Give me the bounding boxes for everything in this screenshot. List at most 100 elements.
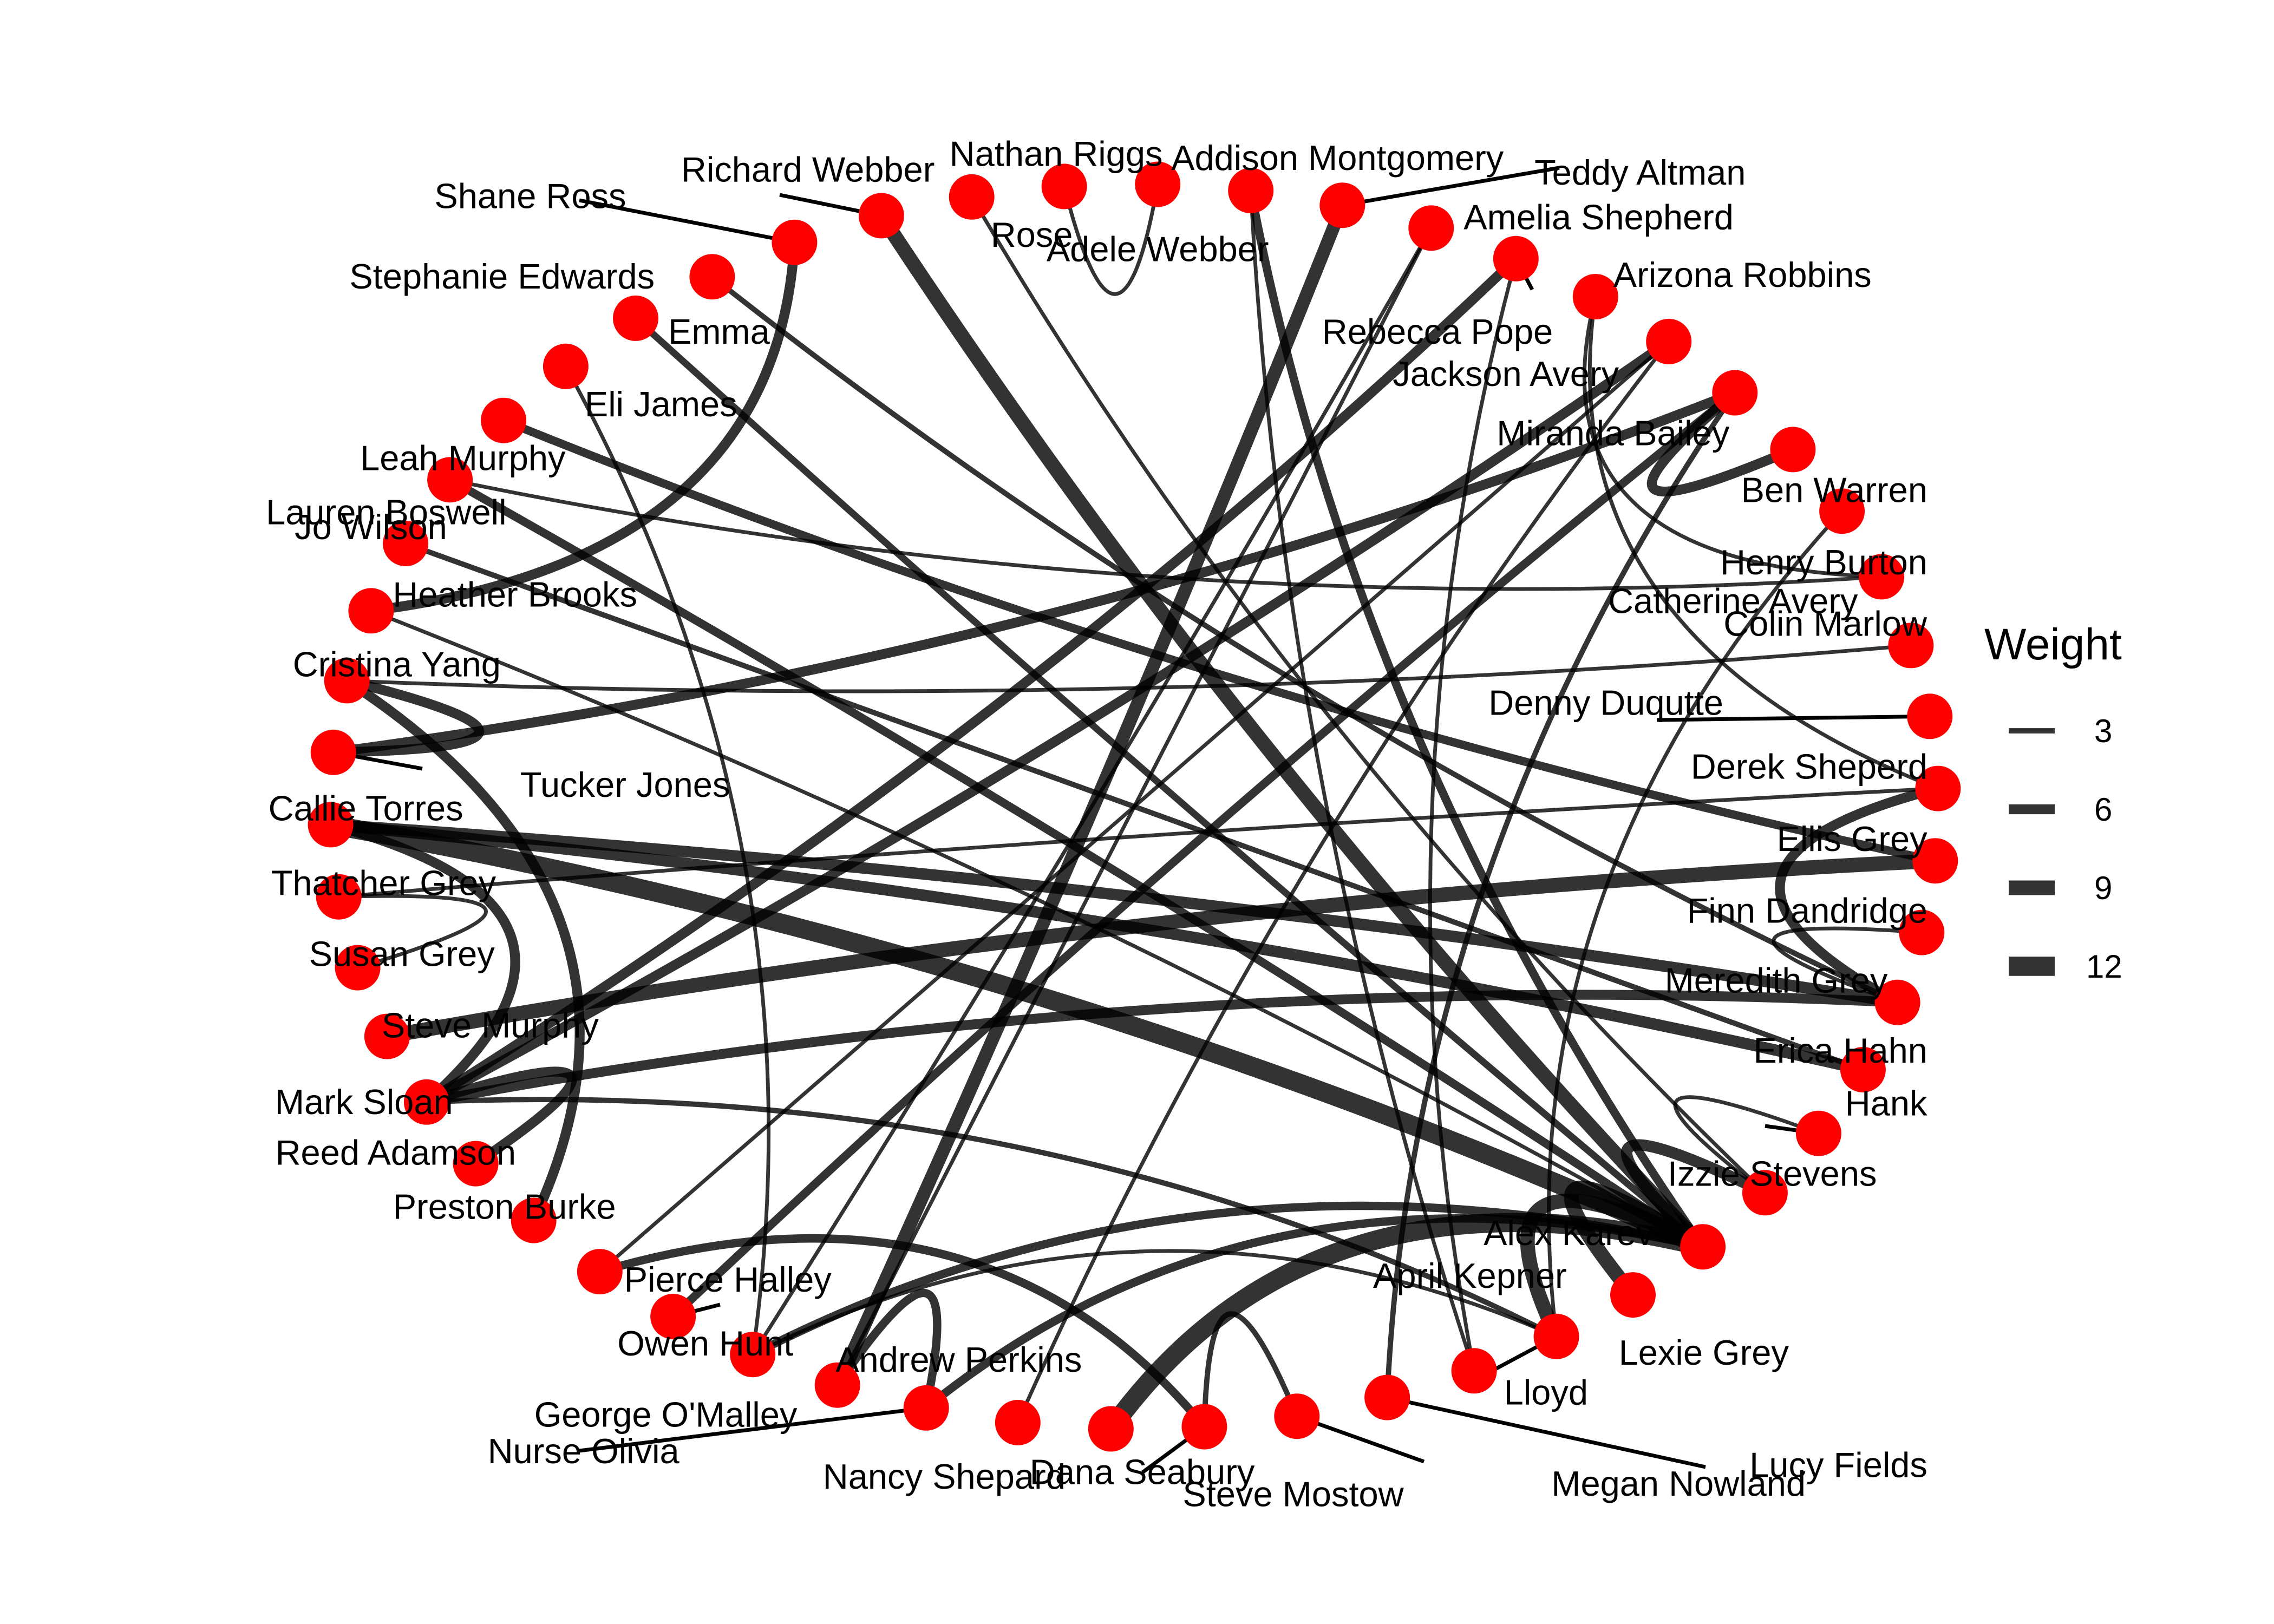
edge-lexie-grey-alex-karev: [1520, 1193, 1710, 1344]
node-label-callie-torres: Callie Torres: [269, 788, 463, 828]
node-jackson-avery[interactable]: [1646, 318, 1692, 364]
edge-rose-izzie-stevens: [970, 195, 1767, 1195]
edge-emma-alex-karev: [632, 315, 1707, 1250]
node-richard-webber[interactable]: [858, 193, 904, 239]
node-label-finn-dandridge: Finn Dandridge: [1687, 891, 1927, 931]
node-ellis-grey[interactable]: [1912, 838, 1958, 884]
node-label-ellis-grey: Ellis Grey: [1777, 819, 1928, 859]
node-nurse-olivia[interactable]: [903, 1385, 949, 1431]
node-george-omalley[interactable]: [814, 1362, 860, 1408]
legend-label-weight-12: 12: [2086, 948, 2122, 985]
edge-rebecca-pope-catherine-avery: [1582, 294, 1884, 579]
edge-arizona-robbins-lloyd: [1428, 257, 1518, 1373]
node-rose[interactable]: [949, 174, 995, 220]
node-erica-hahn[interactable]: [1840, 1047, 1886, 1092]
node-label-meredith-grey: Meredith Grey: [1665, 961, 1888, 1000]
edge-mark-sloan-reed-adamson: [421, 1066, 577, 1169]
label-leader-layer: [333, 166, 1930, 1474]
edge-mark-sloan-lexie-grey: [424, 1097, 1559, 1339]
node-label-pierce-halley: Pierce Halley: [624, 1260, 832, 1299]
node-owen-hunt[interactable]: [730, 1332, 776, 1378]
edge-heather-brooks-alex-karev: [369, 608, 1705, 1249]
node-label-ben-warren: Ben Warren: [1741, 470, 1927, 509]
edge-lucy-fields-miranda-bailey: [1384, 390, 1738, 1400]
node-nancy-shepard[interactable]: [995, 1399, 1041, 1445]
node-catherine-avery[interactable]: [1859, 554, 1905, 600]
node-steve-mostow[interactable]: [1181, 1404, 1227, 1450]
node-label-nurse-olivia: Nurse Olivia: [488, 1431, 680, 1471]
edge-derek-sheperd-meredith-grey: [1775, 783, 1943, 1007]
node-label-preston-burke: Preston Burke: [393, 1187, 616, 1227]
node-steve-murphy[interactable]: [364, 1013, 410, 1059]
node-finn-dandridge[interactable]: [1899, 909, 1945, 955]
node-eli-james[interactable]: [543, 343, 589, 389]
legend-label-weight-9: 9: [2094, 870, 2112, 906]
node-label-lauren-boswell: Lauren Boswell: [266, 492, 506, 532]
node-label-april-kepner: April Kepner: [1373, 1256, 1567, 1295]
node-april-kepner[interactable]: [1610, 1272, 1656, 1318]
node-adele-webber[interactable]: [1135, 161, 1181, 207]
node-denny-duquette[interactable]: [1907, 693, 1953, 739]
node-dana-seabury[interactable]: [1088, 1406, 1134, 1452]
node-addison-montgomery[interactable]: [1228, 168, 1274, 214]
node-susan-grey[interactable]: [335, 945, 381, 991]
node-izzie-stevens[interactable]: [1742, 1170, 1788, 1216]
edge-owen-hunt-alex-karev: [748, 1201, 1707, 1359]
node-amelia-shepherd[interactable]: [1408, 205, 1454, 251]
node-nathan-riggs[interactable]: [1041, 163, 1087, 209]
node-label-leah-murphy: Leah Murphy: [360, 438, 566, 478]
leader-lucy-fields: [1387, 1396, 1706, 1469]
node-tucker-jones[interactable]: [310, 729, 356, 775]
node-label-layer: Nathan Riggs Adele Webber Addison Montgome…: [266, 134, 1927, 1514]
node-preston-burke[interactable]: [511, 1197, 557, 1243]
node-megan-nowland[interactable]: [1274, 1393, 1320, 1439]
node-arizona-robbins[interactable]: [1493, 235, 1539, 281]
node-label-steve-murphy: Steve Murphy: [382, 1006, 599, 1045]
node-heather-brooks[interactable]: [348, 588, 394, 634]
leader-denny-duquette: [1656, 714, 1930, 722]
node-layer: [308, 161, 1961, 1452]
node-reed-adamson[interactable]: [453, 1141, 499, 1187]
node-label-rose: Rose: [991, 215, 1073, 254]
node-alex-karev[interactable]: [1680, 1224, 1726, 1270]
edge-thatcher-grey-derek-sheperd: [337, 787, 1940, 899]
node-jo-wilson[interactable]: [383, 521, 429, 566]
node-teddy-altman[interactable]: [1319, 182, 1365, 228]
node-lauren-boswell[interactable]: [427, 457, 473, 503]
node-leah-murphy[interactable]: [481, 397, 527, 443]
node-label-stephanie-edwards: Stephanie Edwards: [349, 257, 655, 296]
node-henry-burton[interactable]: [1819, 488, 1865, 534]
node-rebecca-pope[interactable]: [1572, 274, 1618, 319]
edge-richard-webber-alex-karev: [874, 208, 1710, 1254]
node-lucy-fields[interactable]: [1364, 1374, 1410, 1420]
node-andrew-perkins[interactable]: [650, 1294, 696, 1339]
node-label-jackson-avery: Jackson Avery: [1393, 354, 1619, 394]
edge-izzie-stevens-alex-karev: [1621, 1139, 1771, 1253]
edge-miranda-bailey-tucker-jones: [328, 388, 1740, 757]
node-label-arizona-robbins: Arizona Robbins: [1613, 255, 1872, 294]
node-stephanie-edwards[interactable]: [689, 254, 735, 300]
node-derek-sheperd[interactable]: [1915, 765, 1961, 811]
node-cristina-yang[interactable]: [324, 658, 370, 704]
node-miranda-bailey[interactable]: [1712, 370, 1758, 416]
node-colin-marlow[interactable]: [1888, 623, 1934, 669]
node-meredith-grey[interactable]: [1874, 979, 1920, 1025]
node-shane-ross[interactable]: [772, 219, 818, 265]
legend-label-weight-3: 3: [2094, 713, 2112, 749]
node-mark-sloan[interactable]: [403, 1079, 449, 1125]
node-lexie-grey[interactable]: [1533, 1313, 1579, 1359]
node-label-erica-hahn: Erica Hahn: [1753, 1031, 1927, 1070]
edge-thatcher-grey-susan-grey: [337, 894, 488, 970]
node-label-shane-ross: Shane Ross: [434, 176, 626, 216]
node-emma[interactable]: [613, 295, 658, 341]
node-callie-torres[interactable]: [308, 802, 354, 848]
edge-derek-sheperd-rebecca-pope: [1587, 294, 1940, 791]
edge-nathan-riggs-adele-webber: [1062, 182, 1160, 296]
leader-teddy-altman: [1342, 166, 1560, 207]
node-hank[interactable]: [1795, 1110, 1841, 1156]
node-pierce-halley[interactable]: [577, 1249, 623, 1295]
node-label-henry-burton: Henry Burton: [1720, 542, 1927, 582]
node-thatcher-grey[interactable]: [316, 874, 362, 920]
node-ben-warren[interactable]: [1770, 427, 1816, 473]
node-lloyd[interactable]: [1451, 1348, 1497, 1394]
